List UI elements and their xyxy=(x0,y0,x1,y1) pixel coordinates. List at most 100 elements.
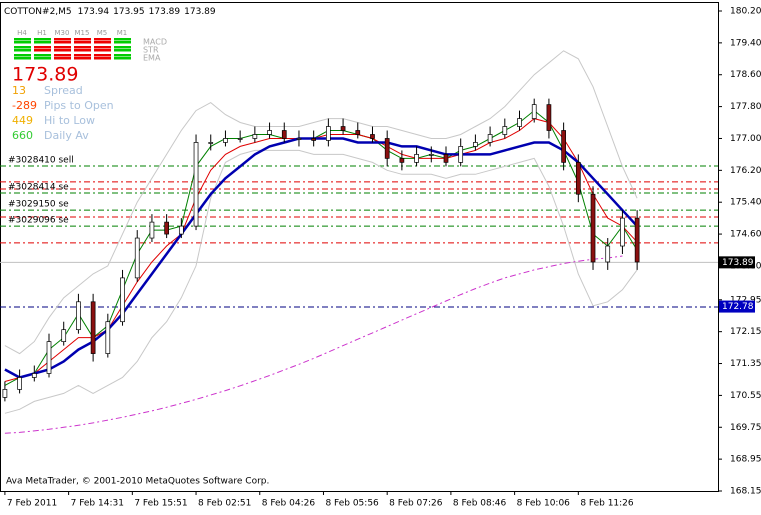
plot-frame xyxy=(0,2,719,492)
indicator-line xyxy=(4,137,639,379)
y-tick-label: 175.40 xyxy=(730,198,761,208)
signal-cell xyxy=(14,57,31,60)
candle-body xyxy=(149,221,155,239)
timeframe: H4 xyxy=(17,29,27,37)
candle-body xyxy=(458,146,464,163)
chart-title: COTTON#2,M5 173.94 173.95 173.89 173.89 xyxy=(4,7,216,17)
signal-cell xyxy=(74,46,91,49)
x-tick-label: 8 Feb 04:26 xyxy=(262,499,316,509)
price-label: 173.89 xyxy=(722,258,754,268)
price-label-box xyxy=(719,300,755,313)
candle-body xyxy=(208,142,214,144)
y-tick-label: 169.75 xyxy=(730,423,761,433)
candle-body xyxy=(326,126,331,141)
indicator-name: MACD xyxy=(143,38,167,47)
candle-body xyxy=(90,301,96,354)
candle-body xyxy=(340,126,346,131)
signal-cell xyxy=(34,46,51,49)
candle-body xyxy=(620,217,625,247)
stat-label: Spread xyxy=(44,84,83,97)
signal-cell xyxy=(74,49,91,52)
candle-body xyxy=(546,104,552,131)
signal-cell xyxy=(94,57,111,60)
x-tick-label: 7 Feb 14:31 xyxy=(71,499,124,509)
candle-body xyxy=(120,277,125,323)
candle-body xyxy=(252,134,258,139)
signal-cell xyxy=(54,41,71,44)
candle-body xyxy=(17,377,22,390)
signal-cell xyxy=(14,41,31,44)
candle-body xyxy=(384,138,390,159)
candle-body xyxy=(281,130,287,139)
candle-body xyxy=(2,389,8,398)
signal-cell xyxy=(74,38,91,41)
signal-cell xyxy=(114,49,131,52)
candle-body xyxy=(428,154,434,156)
y-tick-label: 178.60 xyxy=(730,70,761,80)
x-tick-label: 7 Feb 2011 xyxy=(7,499,57,509)
signal-cell xyxy=(74,57,91,60)
candle-body xyxy=(502,126,508,135)
y-tick-label: 177.80 xyxy=(730,102,761,112)
footer: Ava MetaTrader, © 2001-2010 MetaQuotes S… xyxy=(6,477,269,487)
candle-body xyxy=(443,154,449,163)
signal-cell xyxy=(94,54,111,57)
order-label: #3028414 se xyxy=(8,183,69,193)
stat-value: 13 xyxy=(12,84,26,97)
candle-body xyxy=(46,341,52,374)
candle-body xyxy=(414,154,419,163)
candle-body xyxy=(105,321,111,354)
stat-value: 449 xyxy=(12,114,33,127)
signal-cell xyxy=(94,49,111,52)
candle-body xyxy=(531,104,537,119)
header-price: 173.94 xyxy=(78,7,110,17)
stat-label: Hi to Low xyxy=(44,114,95,127)
signal-cell xyxy=(94,46,111,49)
candle-body xyxy=(164,221,169,235)
signal-cell xyxy=(54,46,71,49)
order-label: #3028410 sell xyxy=(8,155,74,165)
price-label-box xyxy=(719,256,755,269)
stat-value: 660 xyxy=(12,129,33,142)
current-price: 173.89 xyxy=(12,64,78,86)
y-tick-label: 179.40 xyxy=(730,38,761,48)
candle-body xyxy=(355,130,361,135)
signal-cell xyxy=(34,41,51,44)
candle-body xyxy=(134,237,140,279)
x-tick-label: 7 Feb 15:51 xyxy=(134,499,187,509)
candle-body xyxy=(223,138,228,143)
header-price: 173.95 xyxy=(113,7,145,17)
x-tick-label: 8 Feb 02:51 xyxy=(198,499,251,509)
candle-body xyxy=(61,329,67,342)
indicator-name: STR xyxy=(143,46,159,55)
stat-label: Pips to Open xyxy=(44,99,114,112)
signal-cell xyxy=(94,38,111,41)
y-tick-label: 172.95 xyxy=(730,295,761,305)
indicator-line xyxy=(4,109,638,386)
y-tick-label: 174.60 xyxy=(730,230,761,240)
candle-body xyxy=(561,130,566,163)
signal-cell xyxy=(114,57,131,60)
x-tick-label: 8 Feb 08:46 xyxy=(453,499,507,509)
candle-body xyxy=(634,217,640,263)
signal-cell xyxy=(114,41,131,44)
signal-cell xyxy=(94,41,111,44)
signal-cell xyxy=(54,49,71,52)
order-label: #3029150 se xyxy=(8,200,69,210)
signal-cell xyxy=(74,41,91,44)
signal-cell xyxy=(14,38,31,41)
y-tick-label: 172.15 xyxy=(730,327,761,337)
signal-cell xyxy=(34,38,51,41)
candle-body xyxy=(267,130,272,135)
stat-value: -289 xyxy=(12,99,37,112)
candle-body xyxy=(399,158,405,163)
candle-body xyxy=(517,118,522,127)
candle-body xyxy=(31,373,37,378)
signal-cell xyxy=(54,57,71,60)
candle-body xyxy=(193,142,199,227)
indicator-line xyxy=(4,149,638,414)
x-tick-label: 8 Feb 05:56 xyxy=(325,499,379,509)
candle-body xyxy=(605,245,611,263)
timeframe: M30 xyxy=(55,29,70,37)
